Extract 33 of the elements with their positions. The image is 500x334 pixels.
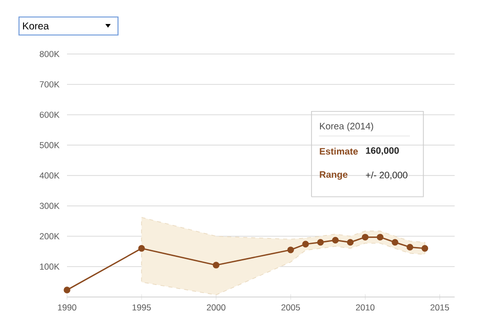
- y-tick-label: 500K: [40, 142, 60, 148]
- y-tick-label: 700K: [40, 81, 60, 88]
- point: [317, 238, 324, 246]
- annotation: Korea (2014): [320, 122, 374, 132]
- point: [376, 234, 384, 240]
- point: [287, 246, 294, 254]
- point: [332, 236, 339, 244]
- annotation: Range: [320, 171, 348, 180]
- x-tick-label: 1990: [58, 304, 76, 310]
- y-tick-label: 800K: [40, 50, 60, 58]
- point: [212, 262, 220, 268]
- point: [346, 238, 354, 246]
- annotation: +/- 20,000: [366, 172, 408, 180]
- annotation: 160,000: [366, 147, 399, 156]
- x-tick-label: 2010: [356, 304, 374, 310]
- point: [422, 245, 428, 252]
- y-tick-label: 600K: [40, 112, 60, 118]
- x-tick-label: 1995: [132, 304, 151, 310]
- x-tick-label: 2000: [206, 304, 226, 310]
- annotation: Estimate: [320, 148, 358, 155]
- y-tick-label: 300K: [40, 202, 60, 209]
- y-tick-label: 100K: [40, 264, 60, 270]
- y-tick-label: 400K: [40, 172, 60, 179]
- y-tick-label: 200K: [40, 233, 60, 240]
- point: [138, 245, 145, 252]
- text: Korea: [23, 22, 49, 30]
- x-tick-label: 2005: [281, 304, 300, 310]
- point: [392, 238, 398, 246]
- point: [64, 286, 70, 294]
- point: [302, 240, 309, 248]
- x-tick-label: 2015: [430, 304, 450, 310]
- point: [406, 244, 414, 251]
- point: [362, 234, 369, 240]
